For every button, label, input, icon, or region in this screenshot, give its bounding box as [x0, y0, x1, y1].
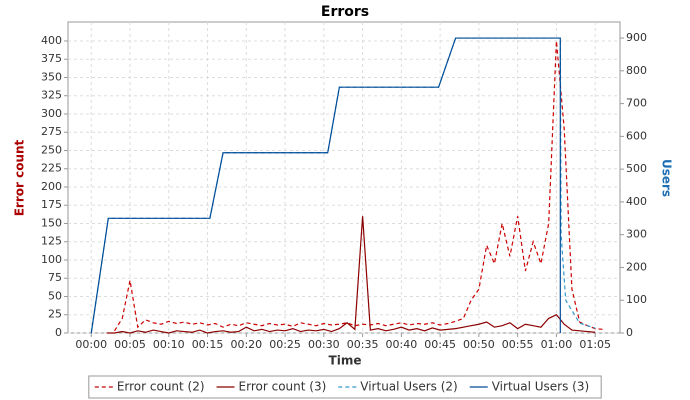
x-tick-label: 00:40 — [386, 338, 418, 351]
legend-box — [88, 375, 602, 399]
x-tick-label: 00:45 — [424, 338, 456, 351]
series-line — [106, 216, 596, 334]
series-line — [90, 37, 596, 334]
y-tick-label: 375 — [41, 52, 62, 65]
x-tick-label: 00:20 — [230, 338, 262, 351]
y-tick-label: 150 — [41, 216, 62, 229]
y-tick-label: 300 — [41, 107, 62, 120]
x-axis-title: Time — [329, 354, 362, 368]
y-tick-label: 350 — [41, 70, 62, 83]
y2-tick-label: 600 — [626, 129, 647, 142]
y-tick-label: 400 — [41, 34, 62, 47]
y-tick-label: 325 — [41, 89, 62, 102]
x-tick-label: 00:50 — [463, 338, 495, 351]
x-tick-label: 00:55 — [502, 338, 534, 351]
y-tick-label: 25 — [48, 308, 62, 321]
legend-label: Error count (3) — [239, 380, 327, 394]
y2-axis-title: Users — [660, 159, 674, 197]
y2-tick-label: 200 — [626, 260, 647, 273]
y2-tick-label: 100 — [626, 293, 647, 306]
legend: Error count (2) Error count (3) Virtual Us… — [88, 375, 602, 399]
x-tick-label: 01:05 — [579, 338, 611, 351]
x-tick-label: 00:25 — [269, 338, 301, 351]
x-tick-label: 01:00 — [541, 338, 573, 351]
plot-area — [67, 21, 621, 334]
y2-tick-label: 500 — [626, 162, 647, 175]
x-tick-label: 00:10 — [153, 338, 185, 351]
series-line — [114, 40, 603, 332]
legend-label: Virtual Users (3) — [492, 380, 589, 394]
y2-tick-label: 800 — [626, 64, 647, 77]
y-tick-label: 75 — [48, 271, 62, 284]
y-tick-label: 200 — [41, 180, 62, 193]
y-axis-title: Error count — [13, 139, 27, 216]
chart-title: Errors — [321, 4, 369, 20]
legend-label: Virtual Users (2) — [360, 380, 457, 394]
x-tick-label: 00:35 — [347, 338, 379, 351]
y-tick-label: 225 — [41, 162, 62, 175]
x-tick-label: 00:00 — [75, 338, 107, 351]
y-tick-label: 275 — [41, 125, 62, 138]
y-tick-label: 100 — [41, 253, 62, 266]
y-tick-label: 250 — [41, 143, 62, 156]
y-tick-label: 50 — [48, 289, 62, 302]
x-tick-label: 00:05 — [114, 338, 146, 351]
x-tick-label: 00:30 — [308, 338, 340, 351]
y2-tick-label: 400 — [626, 195, 647, 208]
y2-tick-label: 700 — [626, 97, 647, 110]
legend-label: Error count (2) — [117, 380, 205, 394]
series-line — [90, 37, 561, 334]
y-tick-label: 125 — [41, 235, 62, 248]
y2-tick-label: 0 — [626, 326, 633, 339]
y-tick-label: 175 — [41, 198, 62, 211]
y2-tick-label: 300 — [626, 228, 647, 241]
x-tick-label: 00:15 — [192, 338, 224, 351]
y2-tick-label: 900 — [626, 31, 647, 44]
y-tick-label: 0 — [55, 326, 62, 339]
